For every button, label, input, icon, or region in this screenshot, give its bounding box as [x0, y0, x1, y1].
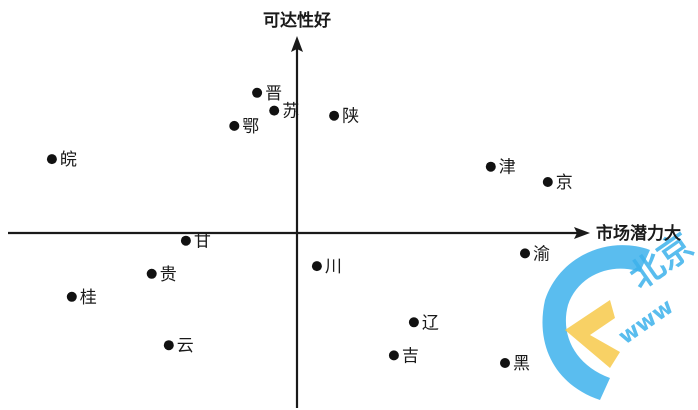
data-point-label-5: 津 [499, 158, 516, 178]
data-point-14 [388, 350, 399, 361]
data-point-11 [66, 291, 77, 302]
data-point-label-11: 桂 [80, 288, 97, 308]
data-point-label-15: 黑 [513, 354, 530, 374]
data-point-label-1: 苏 [282, 102, 299, 122]
data-point-label-13: 云 [177, 336, 194, 356]
data-point-8 [520, 248, 530, 259]
data-point-5 [485, 161, 496, 172]
data-point-4 [46, 154, 57, 165]
data-point-0 [252, 87, 263, 98]
data-point-label-4: 皖 [60, 150, 77, 170]
data-point-label-7: 甘 [194, 232, 211, 252]
data-point-15 [500, 358, 510, 368]
data-point-3 [329, 110, 340, 121]
data-point-label-12: 辽 [422, 313, 439, 333]
y-axis-label: 可达性好 [263, 10, 331, 31]
data-point-12 [408, 317, 419, 328]
data-point-label-9: 川 [325, 257, 342, 277]
x-axis-label: 市场潜力大 [596, 223, 681, 244]
data-point-9 [311, 261, 322, 272]
data-point-label-2: 鄂 [242, 117, 259, 137]
data-point-label-10: 贵 [160, 265, 177, 285]
data-point-2 [229, 120, 240, 131]
data-point-10 [146, 268, 157, 279]
data-point-label-8: 渝 [533, 244, 550, 264]
data-point-label-0: 晋 [265, 84, 282, 104]
watermark-text: www [614, 294, 678, 349]
data-point-label-14: 吉 [402, 346, 419, 366]
y-axis-arrow [291, 36, 303, 52]
data-point-6 [542, 177, 553, 187]
x-axis-arrow [574, 227, 590, 239]
data-point-7 [180, 235, 191, 246]
data-point-1 [269, 105, 280, 116]
watermark-logo-icon: 北京 www [542, 226, 698, 400]
data-point-13 [163, 340, 174, 351]
data-point-label-6: 京 [556, 173, 573, 193]
data-point-label-3: 陕 [342, 107, 359, 127]
